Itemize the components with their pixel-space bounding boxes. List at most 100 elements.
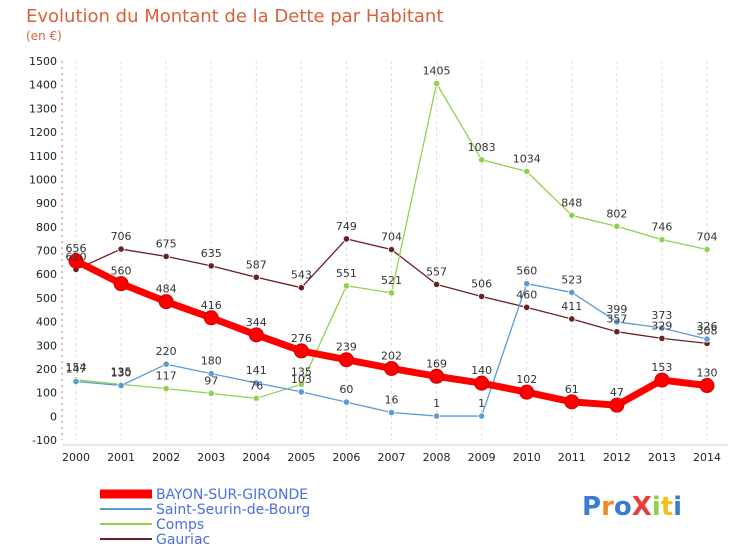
data-point [478,292,486,301]
data-label: 344 [246,316,267,329]
chart-subtitle: (en €) [26,29,62,43]
x-tick-label: 2003 [197,451,225,464]
data-point [297,380,305,388]
data-point [387,289,396,297]
logo-letter: t [661,492,673,522]
legend-label-1: BAYON-SUR-GIRONDE [156,487,308,503]
data-label: 308 [697,324,718,337]
x-tick-label: 2014 [693,451,721,464]
logo-letter: r [601,492,614,522]
data-label: 147 [66,362,87,375]
logo-letter: i [652,492,661,522]
data-label: 154 [66,361,87,374]
data-point [568,288,576,297]
y-tick-label: 700 [36,245,57,258]
data-point [658,334,666,342]
legend-label-4: Gauriac [156,532,210,548]
data-point [387,408,396,417]
data-point [568,315,576,323]
y-tick-label: 1200 [29,126,57,139]
data-point [162,360,170,368]
data-point [342,398,351,406]
data-point [523,280,531,288]
logo-letter: o [614,492,632,522]
data-label: 802 [606,207,627,220]
data-point [252,379,260,387]
data-label: 239 [336,341,357,354]
y-tick-label: 600 [36,268,57,281]
data-point [613,318,621,326]
data-label: 220 [156,345,177,358]
data-label: 373 [651,309,672,322]
data-label: 523 [561,273,582,286]
data-label: 587 [246,258,267,271]
data-point [342,235,351,243]
data-label: 135 [111,365,132,378]
data-point [478,156,486,164]
data-point [203,310,219,326]
x-tick-label: 2007 [378,451,406,464]
data-point [252,273,260,281]
data-label: 97 [204,374,218,387]
data-label: 675 [156,237,177,250]
data-label: 484 [156,283,177,296]
data-point [117,245,125,253]
data-point [384,360,399,376]
data-label: 704 [381,231,402,244]
data-label: 141 [246,364,267,377]
data-label: 326 [697,320,718,333]
data-label: 61 [565,383,579,396]
data-label: 557 [426,265,447,278]
data-point [568,211,576,220]
data-point [252,394,260,402]
data-point [297,284,305,292]
data-point [474,375,490,391]
data-point [613,328,621,336]
data-label: 416 [201,299,222,312]
data-point [564,394,580,410]
data-point [523,303,531,311]
data-label: 140 [471,364,492,377]
data-point [658,236,666,244]
data-label: 1 [478,397,485,410]
data-point [654,372,670,388]
logo-letter: i [673,492,682,522]
data-label: 202 [381,349,402,362]
chart-title: Evolution du Montant de la Dette par Hab… [26,6,443,27]
data-label: 399 [606,303,627,316]
data-point [162,384,170,393]
chart-legend: BAYON-SUR-GIRONDESaint-Seurin-de-BourgCo… [100,487,310,548]
y-tick-label: 1400 [29,79,57,92]
data-point [519,384,535,400]
data-point [432,79,441,88]
y-tick-label: 1300 [29,102,57,115]
data-label: 543 [291,269,312,282]
x-tick-label: 2002 [152,451,180,464]
y-tick-label: 800 [36,221,57,234]
data-point [703,335,711,343]
y-tick-label: 500 [36,292,57,305]
data-label: 130 [697,367,718,380]
y-tick-label: 400 [36,316,57,329]
data-label: 848 [561,196,582,209]
data-point [478,412,486,420]
data-point [703,245,711,254]
x-tick-label: 2009 [468,451,496,464]
data-label: 656 [66,242,87,255]
data-label: 135 [291,365,312,378]
data-label: 1083 [468,141,496,154]
data-point [207,389,215,397]
data-label: 329 [651,319,672,332]
proxiti-logo-text: ProXiti [582,492,682,522]
y-tick-label: -100 [32,434,57,447]
data-label: 103 [291,373,312,386]
data-point [293,343,309,359]
data-point [68,253,84,269]
data-label: 117 [156,370,177,383]
x-tick-label: 2011 [558,451,586,464]
y-tick-label: 300 [36,339,57,352]
legend-label-2: Saint-Seurin-de-Bourg [156,502,310,518]
legend-label-3: Comps [156,517,204,533]
x-tick-label: 2010 [513,451,541,464]
